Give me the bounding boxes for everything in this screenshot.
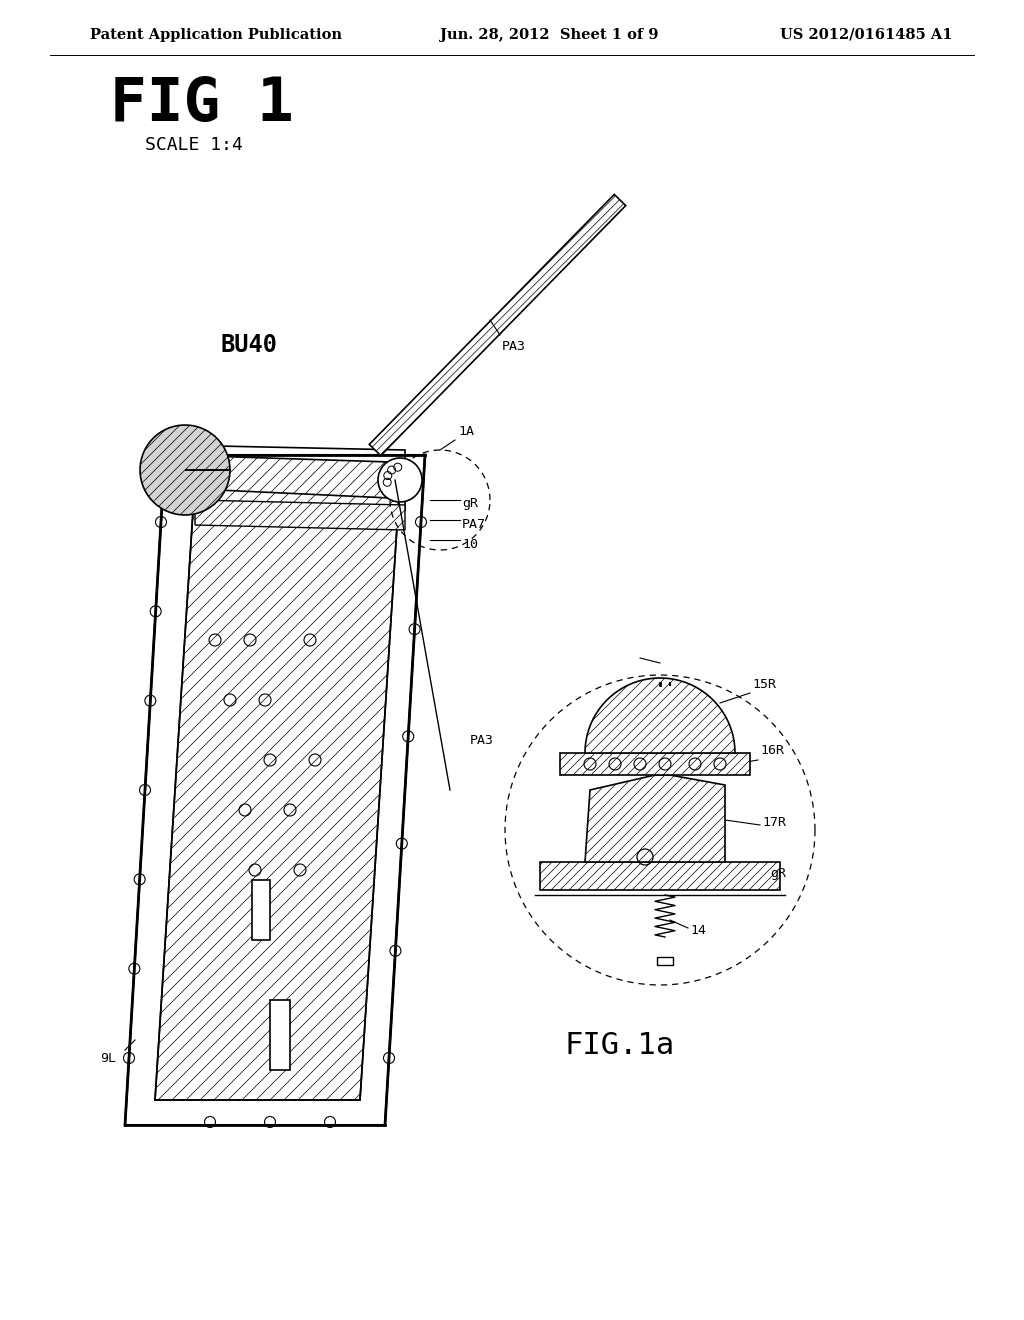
Text: FIG.1a: FIG.1a xyxy=(565,1031,675,1060)
PathPatch shape xyxy=(585,678,735,752)
PathPatch shape xyxy=(560,752,750,775)
Text: 1A: 1A xyxy=(458,425,474,438)
Polygon shape xyxy=(585,678,735,752)
PathPatch shape xyxy=(195,500,406,531)
Polygon shape xyxy=(252,880,270,940)
Polygon shape xyxy=(540,862,780,890)
Text: US 2012/0161485 A1: US 2012/0161485 A1 xyxy=(780,28,952,42)
Text: gR: gR xyxy=(462,498,478,511)
Text: Patent Application Publication: Patent Application Publication xyxy=(90,28,342,42)
Text: 10: 10 xyxy=(462,537,478,550)
Circle shape xyxy=(378,458,422,502)
Polygon shape xyxy=(155,480,400,1100)
Text: gR: gR xyxy=(770,867,786,880)
PathPatch shape xyxy=(540,862,780,890)
Text: Jun. 28, 2012  Sheet 1 of 9: Jun. 28, 2012 Sheet 1 of 9 xyxy=(440,28,658,42)
Polygon shape xyxy=(370,194,626,455)
PathPatch shape xyxy=(585,775,725,862)
Text: SCALE 1:4: SCALE 1:4 xyxy=(145,136,243,154)
Text: BU40: BU40 xyxy=(220,333,278,356)
Text: 15R: 15R xyxy=(752,678,776,690)
Text: 9L: 9L xyxy=(100,1052,116,1064)
Text: PA3: PA3 xyxy=(470,734,494,747)
Polygon shape xyxy=(125,455,425,1125)
Text: PA7: PA7 xyxy=(462,517,486,531)
PathPatch shape xyxy=(175,455,390,498)
Text: 16R: 16R xyxy=(760,744,784,756)
Polygon shape xyxy=(560,752,750,775)
PathPatch shape xyxy=(370,194,626,455)
Polygon shape xyxy=(195,500,406,531)
Polygon shape xyxy=(270,1001,290,1071)
Text: PA3: PA3 xyxy=(502,341,526,352)
Text: FIG 1: FIG 1 xyxy=(110,75,294,135)
Bar xyxy=(657,957,673,965)
Text: 17R: 17R xyxy=(762,816,786,829)
Polygon shape xyxy=(175,455,390,498)
PathPatch shape xyxy=(140,425,230,515)
PathPatch shape xyxy=(155,480,400,1100)
Text: 14: 14 xyxy=(690,924,706,936)
PathPatch shape xyxy=(140,425,230,515)
Polygon shape xyxy=(585,775,725,862)
